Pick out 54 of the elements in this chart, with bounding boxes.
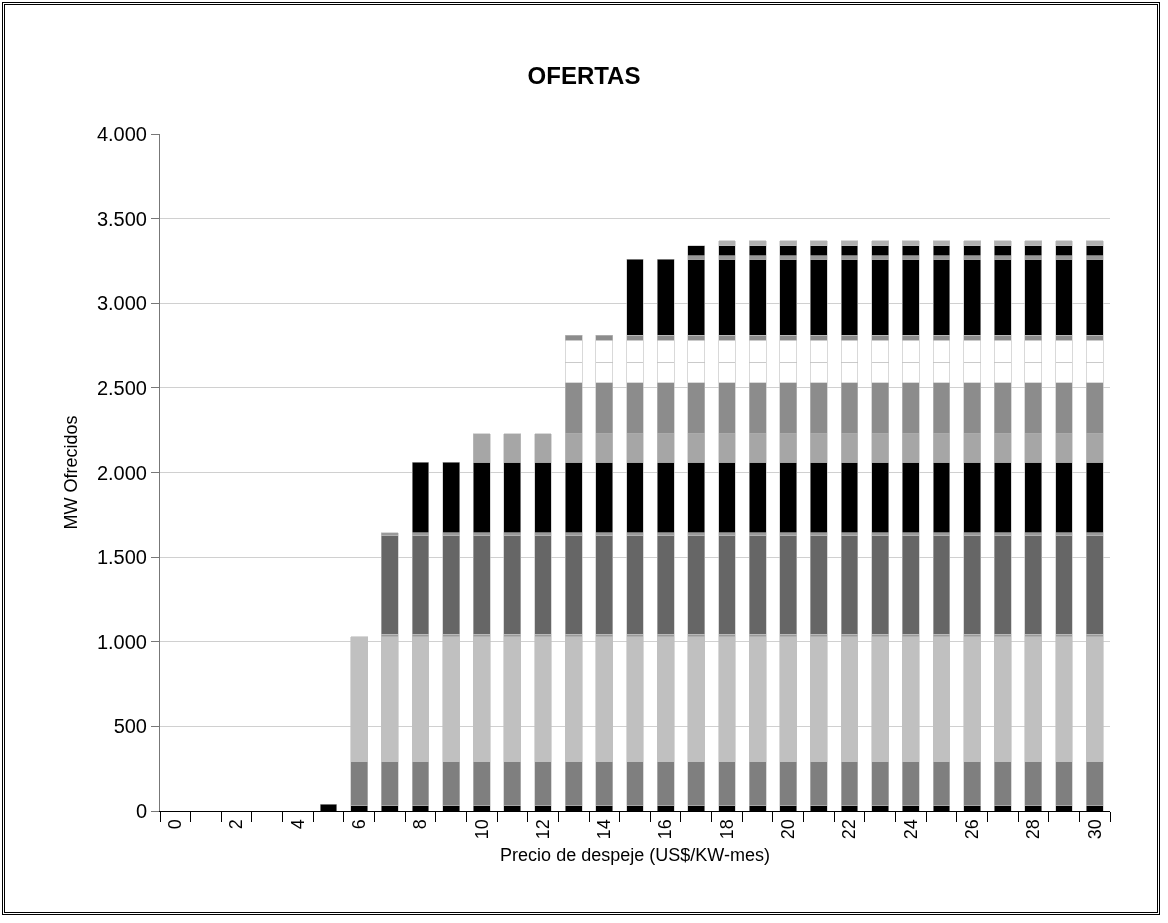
bar bbox=[902, 534, 920, 635]
bar bbox=[687, 534, 706, 635]
bar bbox=[1085, 534, 1104, 635]
bar bbox=[381, 534, 399, 635]
x-tick-label: 20 bbox=[778, 819, 799, 840]
x-tick-label: 10 bbox=[471, 819, 492, 840]
y-tick-label: 1.500 bbox=[96, 546, 147, 569]
x-tick-label: 30 bbox=[1084, 819, 1105, 840]
x-tick-label: 12 bbox=[532, 819, 553, 840]
bar bbox=[656, 534, 675, 635]
bar bbox=[718, 534, 736, 635]
bar bbox=[534, 534, 552, 635]
bar bbox=[1024, 534, 1043, 635]
y-tick-label: 1.000 bbox=[96, 630, 147, 653]
y-tick-label: 2.500 bbox=[96, 376, 147, 399]
bar bbox=[564, 534, 583, 635]
bar bbox=[779, 534, 797, 635]
x-tick-label: 8 bbox=[410, 819, 431, 830]
x-tick-label: 14 bbox=[594, 819, 615, 840]
x-tick-label: 0 bbox=[165, 819, 186, 830]
bar bbox=[442, 534, 460, 635]
x-axis-title: Precio de despeje (US$/KW-mes) bbox=[500, 845, 770, 866]
bar bbox=[1055, 534, 1073, 635]
x-tick-label: 6 bbox=[349, 819, 370, 830]
bar bbox=[840, 534, 859, 635]
y-tick-label: 500 bbox=[113, 715, 147, 738]
bar bbox=[595, 534, 614, 635]
bar bbox=[411, 462, 430, 533]
x-tick-label: 2 bbox=[226, 819, 247, 830]
y-tick-label: 2.000 bbox=[96, 461, 147, 484]
bar bbox=[994, 534, 1012, 635]
bar bbox=[442, 462, 460, 533]
bar bbox=[871, 534, 889, 635]
bar bbox=[503, 534, 522, 635]
bar bbox=[810, 534, 828, 635]
bar bbox=[748, 534, 767, 635]
y-axis-title: MW Ofrecidos bbox=[61, 415, 82, 530]
x-tick-label: 28 bbox=[1023, 819, 1044, 840]
bar bbox=[626, 534, 644, 635]
bar bbox=[473, 534, 491, 635]
y-tick-label: 4.000 bbox=[96, 123, 147, 145]
chart-title: OFERTAS bbox=[527, 62, 641, 90]
y-tick-label: 3.500 bbox=[96, 207, 147, 230]
bar bbox=[963, 534, 981, 635]
x-tick-label: 22 bbox=[839, 819, 860, 840]
bar bbox=[932, 534, 951, 635]
x-tick-label: 26 bbox=[961, 819, 982, 840]
x-tick-label: 18 bbox=[716, 819, 737, 840]
x-tick-label: 16 bbox=[655, 819, 676, 840]
y-tick-label: 3.000 bbox=[96, 292, 147, 315]
bar bbox=[687, 245, 706, 257]
x-tick-label: 24 bbox=[900, 819, 921, 840]
bar bbox=[411, 534, 430, 635]
x-tick-label: 4 bbox=[287, 819, 308, 830]
